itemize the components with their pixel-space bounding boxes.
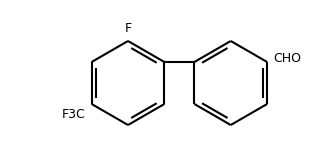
Text: F3C: F3C	[62, 108, 85, 121]
Text: F: F	[124, 22, 131, 35]
Text: CHO: CHO	[273, 51, 301, 65]
